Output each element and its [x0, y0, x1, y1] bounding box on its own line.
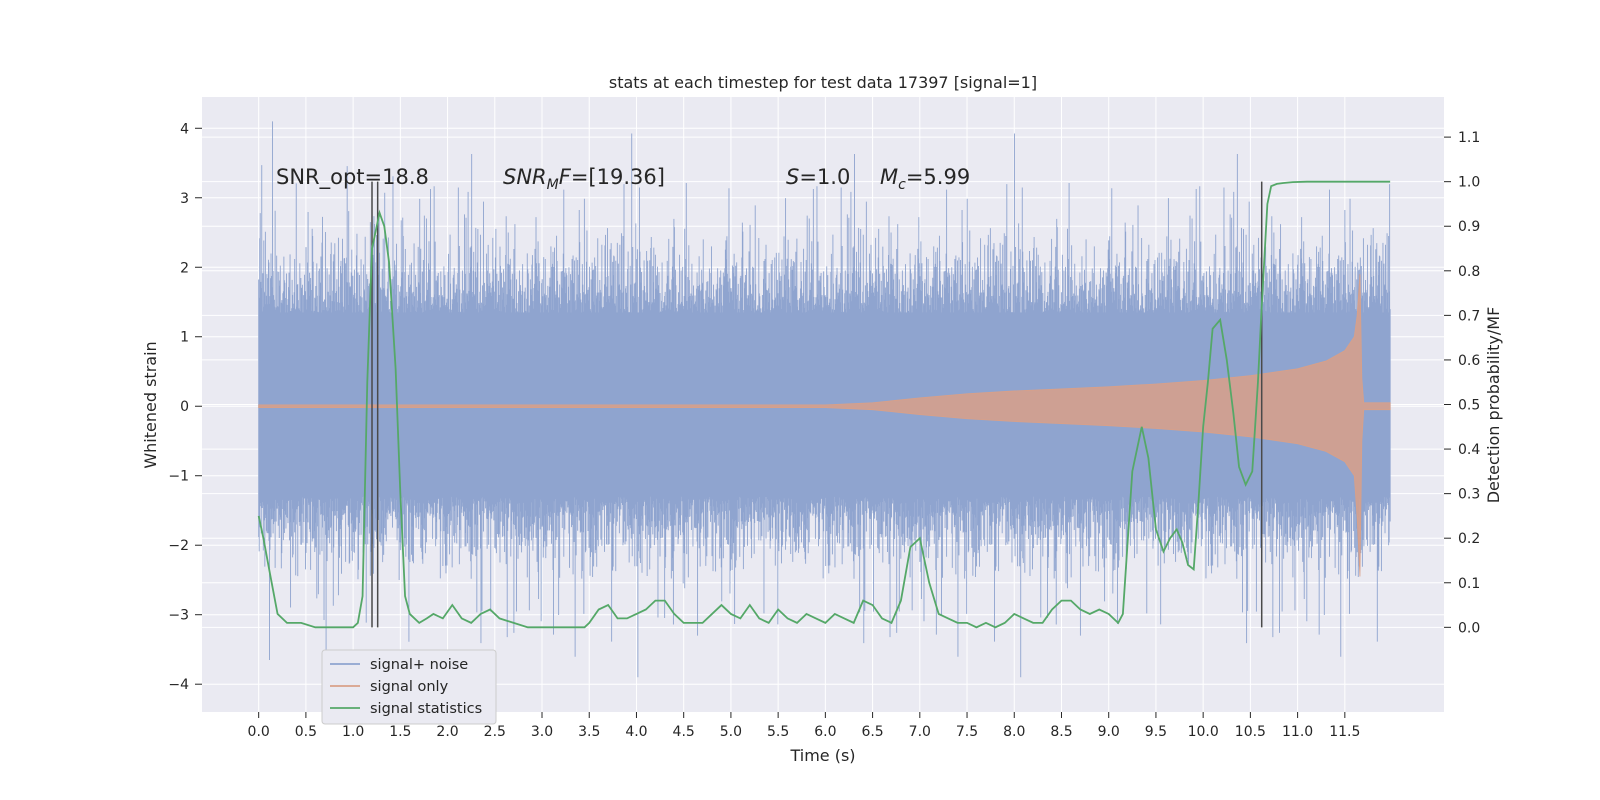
legend-label-signal-only: signal only: [370, 679, 449, 695]
y-right-tick-label: 0.7: [1458, 308, 1480, 324]
x-tick-label: 3.0: [531, 724, 553, 740]
y-right-tick-label: 0.3: [1458, 487, 1480, 503]
x-tick-label: 0.0: [248, 724, 270, 740]
annotation-mc: Mc=5.99: [880, 165, 970, 193]
x-tick-label: 7.0: [909, 724, 931, 740]
annotation-s: S=1.0: [786, 165, 850, 189]
x-tick-label: 2.5: [484, 724, 506, 740]
snr-mf-main: SNR: [503, 165, 547, 189]
plot-area: [257, 121, 1391, 678]
x-tick-label: 8.5: [1050, 724, 1072, 740]
y-right-tick-label: 0.8: [1458, 264, 1480, 280]
x-tick-label: 6.0: [814, 724, 836, 740]
x-tick-label: 1.0: [342, 724, 364, 740]
x-axis: 0.0 0.5 1.0 1.5 2.0 2.5 3.0 3.5 4.0 4.5 5.0 5.5 6.0 6…: [248, 712, 1360, 740]
snr-mf-sub: M: [547, 177, 559, 193]
y-left-tick-label: −1: [168, 469, 189, 485]
annotation-snr-opt: SNR_opt=18.8: [276, 165, 429, 190]
y-right-tick-label: 1.1: [1458, 130, 1480, 146]
x-tick-label: 4.0: [625, 724, 647, 740]
snr-mf-tail-italic: F: [559, 165, 572, 189]
y-right-tick-label: 0.4: [1458, 442, 1480, 458]
mc-value: =5.99: [906, 165, 970, 189]
series-signal-statistics: [257, 180, 1391, 629]
x-tick-label: 7.5: [956, 724, 978, 740]
x-tick-label: 5.5: [767, 724, 789, 740]
y-axis-right-label: Detection probability/MF: [1484, 307, 1503, 504]
x-tick-label: 8.0: [1003, 724, 1025, 740]
x-axis-label: Time (s): [789, 746, 855, 765]
y-right-tick-label: 0.1: [1458, 576, 1480, 592]
y-left-tick-label: −2: [168, 538, 189, 554]
x-tick-label: 10.0: [1188, 724, 1219, 740]
y-right-tick-label: 1.0: [1458, 175, 1480, 191]
x-tick-label: 4.5: [673, 724, 695, 740]
y-left-tick-label: 4: [180, 121, 189, 137]
mc-sub: c: [898, 177, 906, 193]
x-tick-label: 2.0: [436, 724, 458, 740]
y-right-tick-label: 0.0: [1458, 620, 1480, 636]
y-left-tick-label: −4: [168, 677, 189, 693]
x-tick-label: 9.5: [1145, 724, 1167, 740]
y-left-tick-label: 3: [180, 191, 189, 207]
y-right-tick-label: 0.6: [1458, 353, 1480, 369]
x-tick-label: 11.0: [1282, 724, 1313, 740]
x-tick-label: 1.5: [389, 724, 411, 740]
signal-only-envelope: [258, 274, 1391, 577]
legend-label-signal-statistics: signal statistics: [370, 701, 482, 717]
y-axis-left: −4 −3 −2 −1 0 1 2 3 4: [168, 121, 202, 693]
x-tick-label: 3.5: [578, 724, 600, 740]
y-axis-right: 0.0 0.1 0.2 0.3 0.4 0.5 0.6 0.7 0.8 0.9 1.0 1.1: [1444, 130, 1480, 636]
y-left-tick-label: 0: [180, 399, 189, 415]
x-tick-label: 10.5: [1235, 724, 1266, 740]
s-italic: S: [786, 165, 799, 189]
legend-label-signal-noise: signal+ noise: [370, 657, 468, 673]
mc-main: M: [880, 165, 898, 189]
annotation-snr-mf: SNRMF=[19.36]: [503, 165, 665, 193]
y-left-tick-label: 1: [180, 330, 189, 346]
y-left-tick-label: 2: [180, 260, 189, 276]
y-axis-left-label: Whitened strain: [141, 341, 160, 468]
snr-mf-value: =[19.36]: [571, 165, 665, 189]
y-left-tick-label: −3: [168, 608, 189, 624]
x-tick-label: 9.0: [1098, 724, 1120, 740]
y-right-tick-label: 0.2: [1458, 531, 1480, 547]
signal-statistics-line: [257, 180, 1391, 629]
x-tick-label: 5.0: [720, 724, 742, 740]
s-value: =1.0: [799, 165, 850, 189]
y-right-tick-label: 0.5: [1458, 398, 1480, 414]
x-tick-label: 11.5: [1329, 724, 1360, 740]
legend-frame: [321, 649, 497, 725]
x-tick-label: 0.5: [295, 724, 317, 740]
chart-title: stats at each timestep for test data 173…: [609, 73, 1037, 92]
x-tick-label: 6.5: [861, 724, 883, 740]
legend: signal+ noise signal only signal statist…: [321, 649, 497, 725]
y-right-tick-label: 0.9: [1458, 219, 1480, 235]
series-signal-only: [258, 274, 1391, 577]
